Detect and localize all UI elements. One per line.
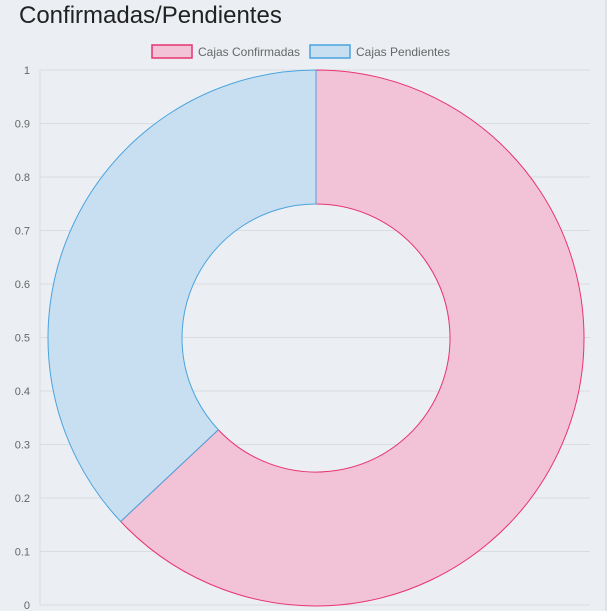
doughnut-slice-pendientes[interactable] xyxy=(47,69,317,523)
legend-swatch[interactable] xyxy=(309,44,351,59)
y-tick-label: 0.8 xyxy=(15,172,30,184)
legend-label[interactable]: Cajas Pendientes xyxy=(356,45,450,59)
y-tick-label: 0.2 xyxy=(15,493,30,505)
legend: Cajas Confirmadas Cajas Pendientes xyxy=(151,44,450,59)
y-tick-label: 1 xyxy=(24,65,30,77)
doughnut-slices xyxy=(47,69,585,607)
legend-swatch[interactable] xyxy=(151,44,193,59)
chart-title: Confirmadas/Pendientes xyxy=(19,2,282,29)
panel-edge xyxy=(605,0,607,611)
y-tick-label: 0.1 xyxy=(15,547,30,559)
y-tick-label: 0.7 xyxy=(15,226,30,238)
y-axis-ticks: 1 0.9 0.8 0.7 0.6 0.5 0.4 0.3 0.2 0.1 0 xyxy=(15,65,30,611)
y-tick-label: 0.6 xyxy=(15,279,30,291)
y-tick-label: 0.9 xyxy=(15,119,30,131)
doughnut-slice-confirmadas[interactable] xyxy=(119,69,585,607)
y-tick-label: 0.5 xyxy=(15,333,30,345)
y-tick-label: 0 xyxy=(24,600,30,611)
legend-label[interactable]: Cajas Confirmadas xyxy=(198,45,300,59)
y-tick-label: 0.3 xyxy=(15,440,30,452)
y-tick-label: 0.4 xyxy=(15,386,30,398)
